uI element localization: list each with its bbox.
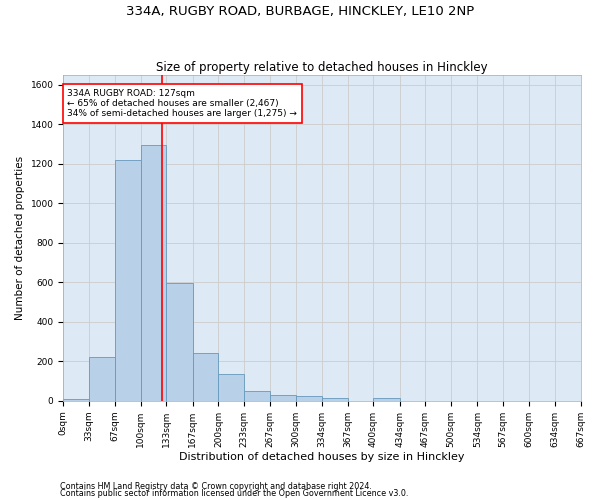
Title: Size of property relative to detached houses in Hinckley: Size of property relative to detached ho…: [156, 60, 488, 74]
Bar: [296, 396, 322, 401]
Bar: [115, 160, 141, 401]
Text: Contains public sector information licensed under the Open Government Licence v3: Contains public sector information licen…: [60, 489, 409, 498]
Bar: [373, 398, 400, 401]
Text: 334A RUGBY ROAD: 127sqm
← 65% of detached houses are smaller (2,467)
34% of semi: 334A RUGBY ROAD: 127sqm ← 65% of detache…: [67, 88, 297, 118]
Bar: [322, 398, 348, 401]
Bar: [193, 354, 218, 401]
Text: 334A, RUGBY ROAD, BURBAGE, HINCKLEY, LE10 2NP: 334A, RUGBY ROAD, BURBAGE, HINCKLEY, LE1…: [126, 5, 474, 18]
Bar: [271, 395, 296, 401]
Bar: [141, 145, 166, 401]
Bar: [63, 399, 89, 401]
Bar: [89, 358, 115, 401]
Bar: [244, 391, 271, 401]
Bar: [218, 374, 244, 401]
X-axis label: Distribution of detached houses by size in Hinckley: Distribution of detached houses by size …: [179, 452, 464, 462]
Text: Contains HM Land Registry data © Crown copyright and database right 2024.: Contains HM Land Registry data © Crown c…: [60, 482, 372, 491]
Y-axis label: Number of detached properties: Number of detached properties: [15, 156, 25, 320]
Bar: [166, 283, 193, 401]
